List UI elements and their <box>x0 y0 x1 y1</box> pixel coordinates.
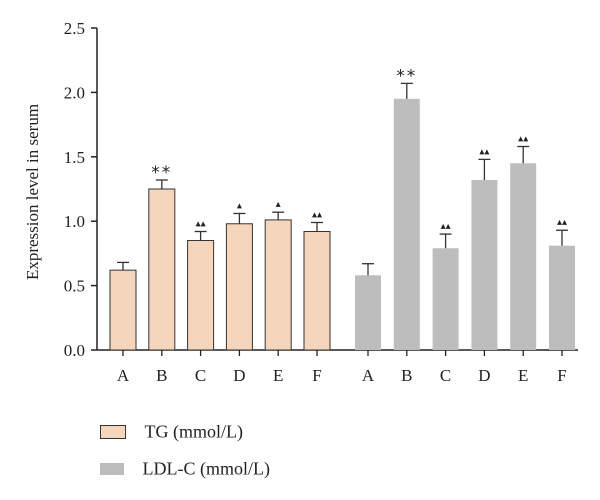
bar <box>303 231 331 351</box>
legend-swatch-ldl <box>100 462 124 475</box>
y-axis-label: Expression level in serum <box>23 104 42 280</box>
significance-label: ▴▴ <box>312 209 322 220</box>
axes: 0.0 0.5 1.0 1.5 2.0 2.5 <box>64 19 578 360</box>
series-tg: A B ** C ▴▴ D ▴ E ▴ F ▴▴ <box>109 163 331 385</box>
bar <box>148 188 176 351</box>
x-tick-label: E <box>518 366 528 385</box>
bar <box>225 223 253 351</box>
x-tick-label: F <box>312 366 321 385</box>
bar <box>355 275 381 350</box>
x-tick-label: C <box>440 366 451 385</box>
y-tick-label: 2.0 <box>64 83 85 102</box>
x-tick-label: A <box>362 366 375 385</box>
x-tick-label: A <box>117 366 130 385</box>
x-tick-label: E <box>273 366 283 385</box>
y-tick-label: 1.0 <box>64 212 85 231</box>
legend-swatch-tg <box>100 424 126 439</box>
y-tick-label: 0.0 <box>64 341 85 360</box>
bar <box>109 269 137 351</box>
bar <box>510 163 537 350</box>
x-tick-label: B <box>401 366 412 385</box>
y-tick-label: 1.5 <box>64 148 85 167</box>
significance-label: ▴▴ <box>441 221 451 232</box>
legend-item-tg: TG (mmol/L) <box>100 420 243 442</box>
significance-label: ▴▴ <box>557 217 567 228</box>
significance-label: ▴▴ <box>518 133 528 144</box>
significance-label: ** <box>396 66 417 86</box>
bar <box>264 219 292 351</box>
significance-label: ▴▴ <box>196 219 206 230</box>
x-tick-label: F <box>557 366 566 385</box>
bar <box>549 245 575 350</box>
x-tick-label: D <box>478 366 490 385</box>
bar <box>471 179 498 350</box>
significance-label: ▴ <box>237 200 242 211</box>
legend-label-ldl: LDL-C (mmol/L) <box>142 458 270 479</box>
x-tick-label: D <box>233 366 245 385</box>
bars: A B ** C ▴▴ D ▴ E ▴ F ▴▴ A B ** C ▴▴ D ▴▴ E ▴▴ F ▴▴ <box>109 66 575 385</box>
significance-label: ▴▴ <box>479 146 489 157</box>
x-tick-label: C <box>195 366 206 385</box>
significance-label: ** <box>151 163 172 183</box>
significance-label: ▴ <box>276 199 281 210</box>
series-ldl-c: A B ** C ▴▴ D ▴▴ E ▴▴ F ▴▴ <box>355 66 575 385</box>
bar <box>432 248 459 350</box>
bar <box>187 240 215 351</box>
legend-label-tg: TG (mmol/L) <box>144 421 243 442</box>
y-tick-label: 2.5 <box>64 19 85 38</box>
bar <box>393 98 420 350</box>
y-tick-label: 0.5 <box>64 277 85 296</box>
legend-item-ldl: LDL-C (mmol/L) <box>100 457 270 479</box>
x-tick-label: B <box>156 366 167 385</box>
